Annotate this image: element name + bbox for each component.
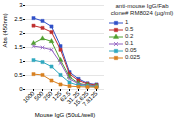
html-text:0.5: 0.5: [125, 26, 134, 32]
svg-text:500: 500: [33, 90, 45, 102]
svg-text:1.5: 1.5: [14, 44, 23, 50]
html-text:1: 1: [125, 19, 129, 25]
svg-text:0: 0: [19, 86, 23, 92]
svg-text:250: 250: [42, 90, 54, 102]
svg-text:2.5: 2.5: [14, 16, 23, 22]
svg-text:7.8125: 7.8125: [81, 90, 99, 108]
html-text:0.2: 0.2: [125, 33, 134, 39]
svg-text:62.5: 62.5: [59, 90, 72, 103]
svg-text:3: 3: [19, 2, 23, 8]
svg-text:0.5: 0.5: [14, 72, 23, 78]
svg-text:125: 125: [51, 90, 63, 102]
html-text:0.05: 0.05: [125, 47, 137, 53]
svg-text:15.625: 15.625: [72, 90, 90, 108]
html-text:0.1: 0.1: [125, 40, 134, 46]
html-text:0.025: 0.025: [125, 54, 140, 60]
html-text:anti-mouse IgG/Fab clone# RM80: anti-mouse IgG/Fab clone# RM8024 (µg/ml): [110, 3, 174, 16]
svg-text:31.25: 31.25: [65, 90, 81, 106]
svg-text:1: 1: [19, 58, 23, 64]
svg-text:Mouse IgG (50uL/well): Mouse IgG (50uL/well): [35, 112, 95, 118]
svg-text:1000: 1000: [21, 90, 36, 104]
svg-text:Abs (450nm): Abs (450nm): [2, 13, 8, 47]
svg-text:2: 2: [19, 30, 23, 36]
